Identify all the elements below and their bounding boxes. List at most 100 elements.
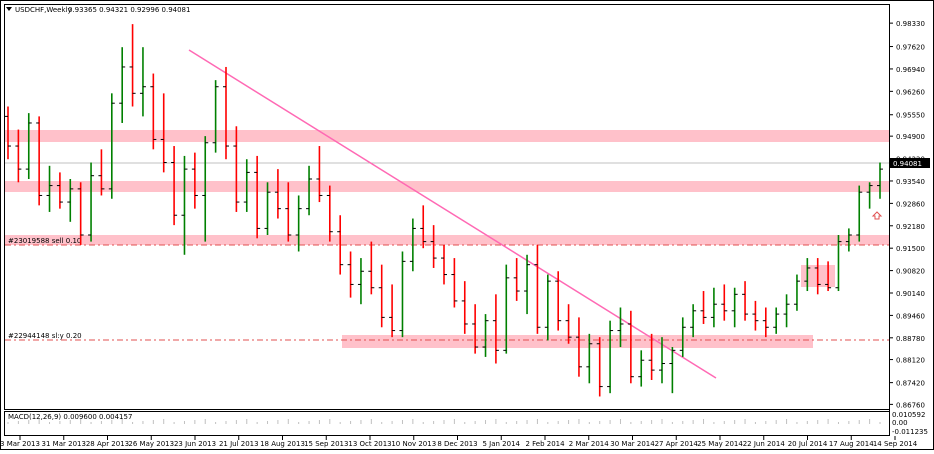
time-tick-label: 21 Jul 2013 [219,440,259,448]
up-arrow-icon[interactable] [871,211,883,220]
time-tick-label: 2 Feb 2014 [525,440,565,448]
ohlc-bar [36,116,43,206]
ohlc-bar [25,113,32,179]
current-price-tag [890,158,930,168]
ohlc-bar [88,162,95,242]
ohlc-bars [5,24,883,397]
chart-symbol: USDCHF,Weekly [15,6,72,14]
ohlc-bar [804,258,811,292]
time-tick-label: 22 Jun 2014 [743,440,786,448]
ohlc-bar [347,251,354,298]
ohlc-bar [243,159,250,212]
ohlc-bar [773,307,780,334]
price-tick-label: 0.90140 [896,290,925,298]
ohlc-bar [451,258,458,308]
ohlc-bar [223,66,229,160]
ohlc-bar [233,126,240,212]
ohlc-bar [783,294,790,328]
ohlc-bar [607,320,614,394]
ohlc-bar [700,291,707,324]
price-axis: 0.98330 0.97620 0.96940 0.96260 0.95550 0.949… [889,20,925,409]
ohlc-bar [56,172,63,209]
ohlc-bar [285,182,292,242]
ohlc-bar [596,337,603,397]
macd-tick-bottom: -0.011235 [892,428,928,436]
ohlc-bar [648,333,655,380]
ohlc-bar [171,146,178,226]
price-tick-label: 0.89460 [896,312,925,320]
symbol-dropdown-icon[interactable] [6,7,12,11]
macd-tick-top: 0.010592 [892,411,925,419]
ohlc-bar [77,182,84,245]
time-tick-label: 8 Dec 2013 [437,440,477,448]
ohlc-bar [181,155,188,255]
ohlc-bar [326,185,333,242]
ohlc-bar [202,136,209,242]
sell-order-label: #23019588 sell 0.10 [8,237,81,245]
macd-histogram [7,419,881,424]
ohlc-bar [731,287,738,328]
ohlc-bar [316,146,323,203]
ohlc-bar [274,169,281,219]
price-tick-label: 0.97620 [896,44,925,52]
ohlc-bar [139,47,146,117]
ohlc-bar [430,225,437,268]
ohlc-bar [357,258,364,305]
time-tick-label: 30 Mar 2014 [610,440,655,448]
time-tick-label: 2 Mar 2014 [569,440,609,448]
macd-tick-zero: 0.00 [892,419,908,427]
ohlc-bar [825,261,832,292]
ohlc-bar [254,155,261,239]
resistance-zone-mid[interactable] [5,181,889,192]
ohlc-bar [513,258,520,301]
ohlc-bar [586,333,593,384]
ohlc-bar [690,304,697,338]
time-tick-label: 14 Sep 2014 [873,440,918,448]
ohlc-bar [67,178,74,222]
ohlc-bar [835,235,842,292]
ohlc-bar [441,244,447,285]
time-tick-label: 10 Nov 2013 [391,440,436,448]
time-tick-label: 27 Apr 2014 [655,440,699,448]
price-tick-label: 0.96260 [896,88,925,96]
macd-label: MACD(12,26,9) 0.009600 0.004157 [8,413,132,421]
time-tick-label: 13 Oct 2013 [348,440,391,448]
ohlc-bar [679,317,686,357]
ohlc-bar [306,165,313,216]
time-tick-label: 26 May 2013 [128,440,174,448]
resistance-zone-upper[interactable] [5,130,889,142]
ohlc-bar [337,215,344,275]
chart-ohlc: 0.93365 0.94321 0.92996 0.94081 [68,6,190,14]
price-tick-label: 0.98330 [896,20,925,28]
ohlc-bar [742,281,749,321]
support-zone-sell[interactable] [5,235,889,245]
descending-trendline[interactable] [188,49,717,379]
ohlc-bar [721,284,728,321]
time-tick-label: 23 Jun 2013 [174,440,216,448]
ohlc-bar [534,244,541,334]
price-tick-label: 0.93540 [896,178,925,186]
ohlc-bar [845,228,852,252]
time-tick-label: 20 Jul 2014 [788,440,828,448]
time-tick-label: 31 Mar 2013 [42,440,86,448]
price-tick-label: 0.88780 [896,335,925,343]
ohlc-bar [482,314,489,357]
price-tick-label: 0.88120 [896,357,925,365]
ohlc-bar [5,106,11,160]
ohlc-bar [565,304,572,344]
ohlc-bar [617,307,624,348]
price-tick-label: 0.90820 [896,268,925,276]
ohlc-bar [409,218,416,272]
ohlc-bar [710,287,717,328]
time-tick-label: 3 Mar 2013 [0,440,40,448]
support-zone-lower[interactable] [342,335,813,348]
ohlc-bar [15,129,22,183]
time-tick-label: 15 Sep 2013 [304,440,348,448]
price-tick-label: 0.95550 [896,112,925,120]
ohlc-bar [212,80,219,153]
time-axis: 3 Mar 2013 31 Mar 2013 28 Apr 2013 26 May 2… [0,436,918,448]
ohlc-bar [524,254,531,315]
ohlc-bar [295,195,302,252]
ohlc-bar [378,264,385,328]
